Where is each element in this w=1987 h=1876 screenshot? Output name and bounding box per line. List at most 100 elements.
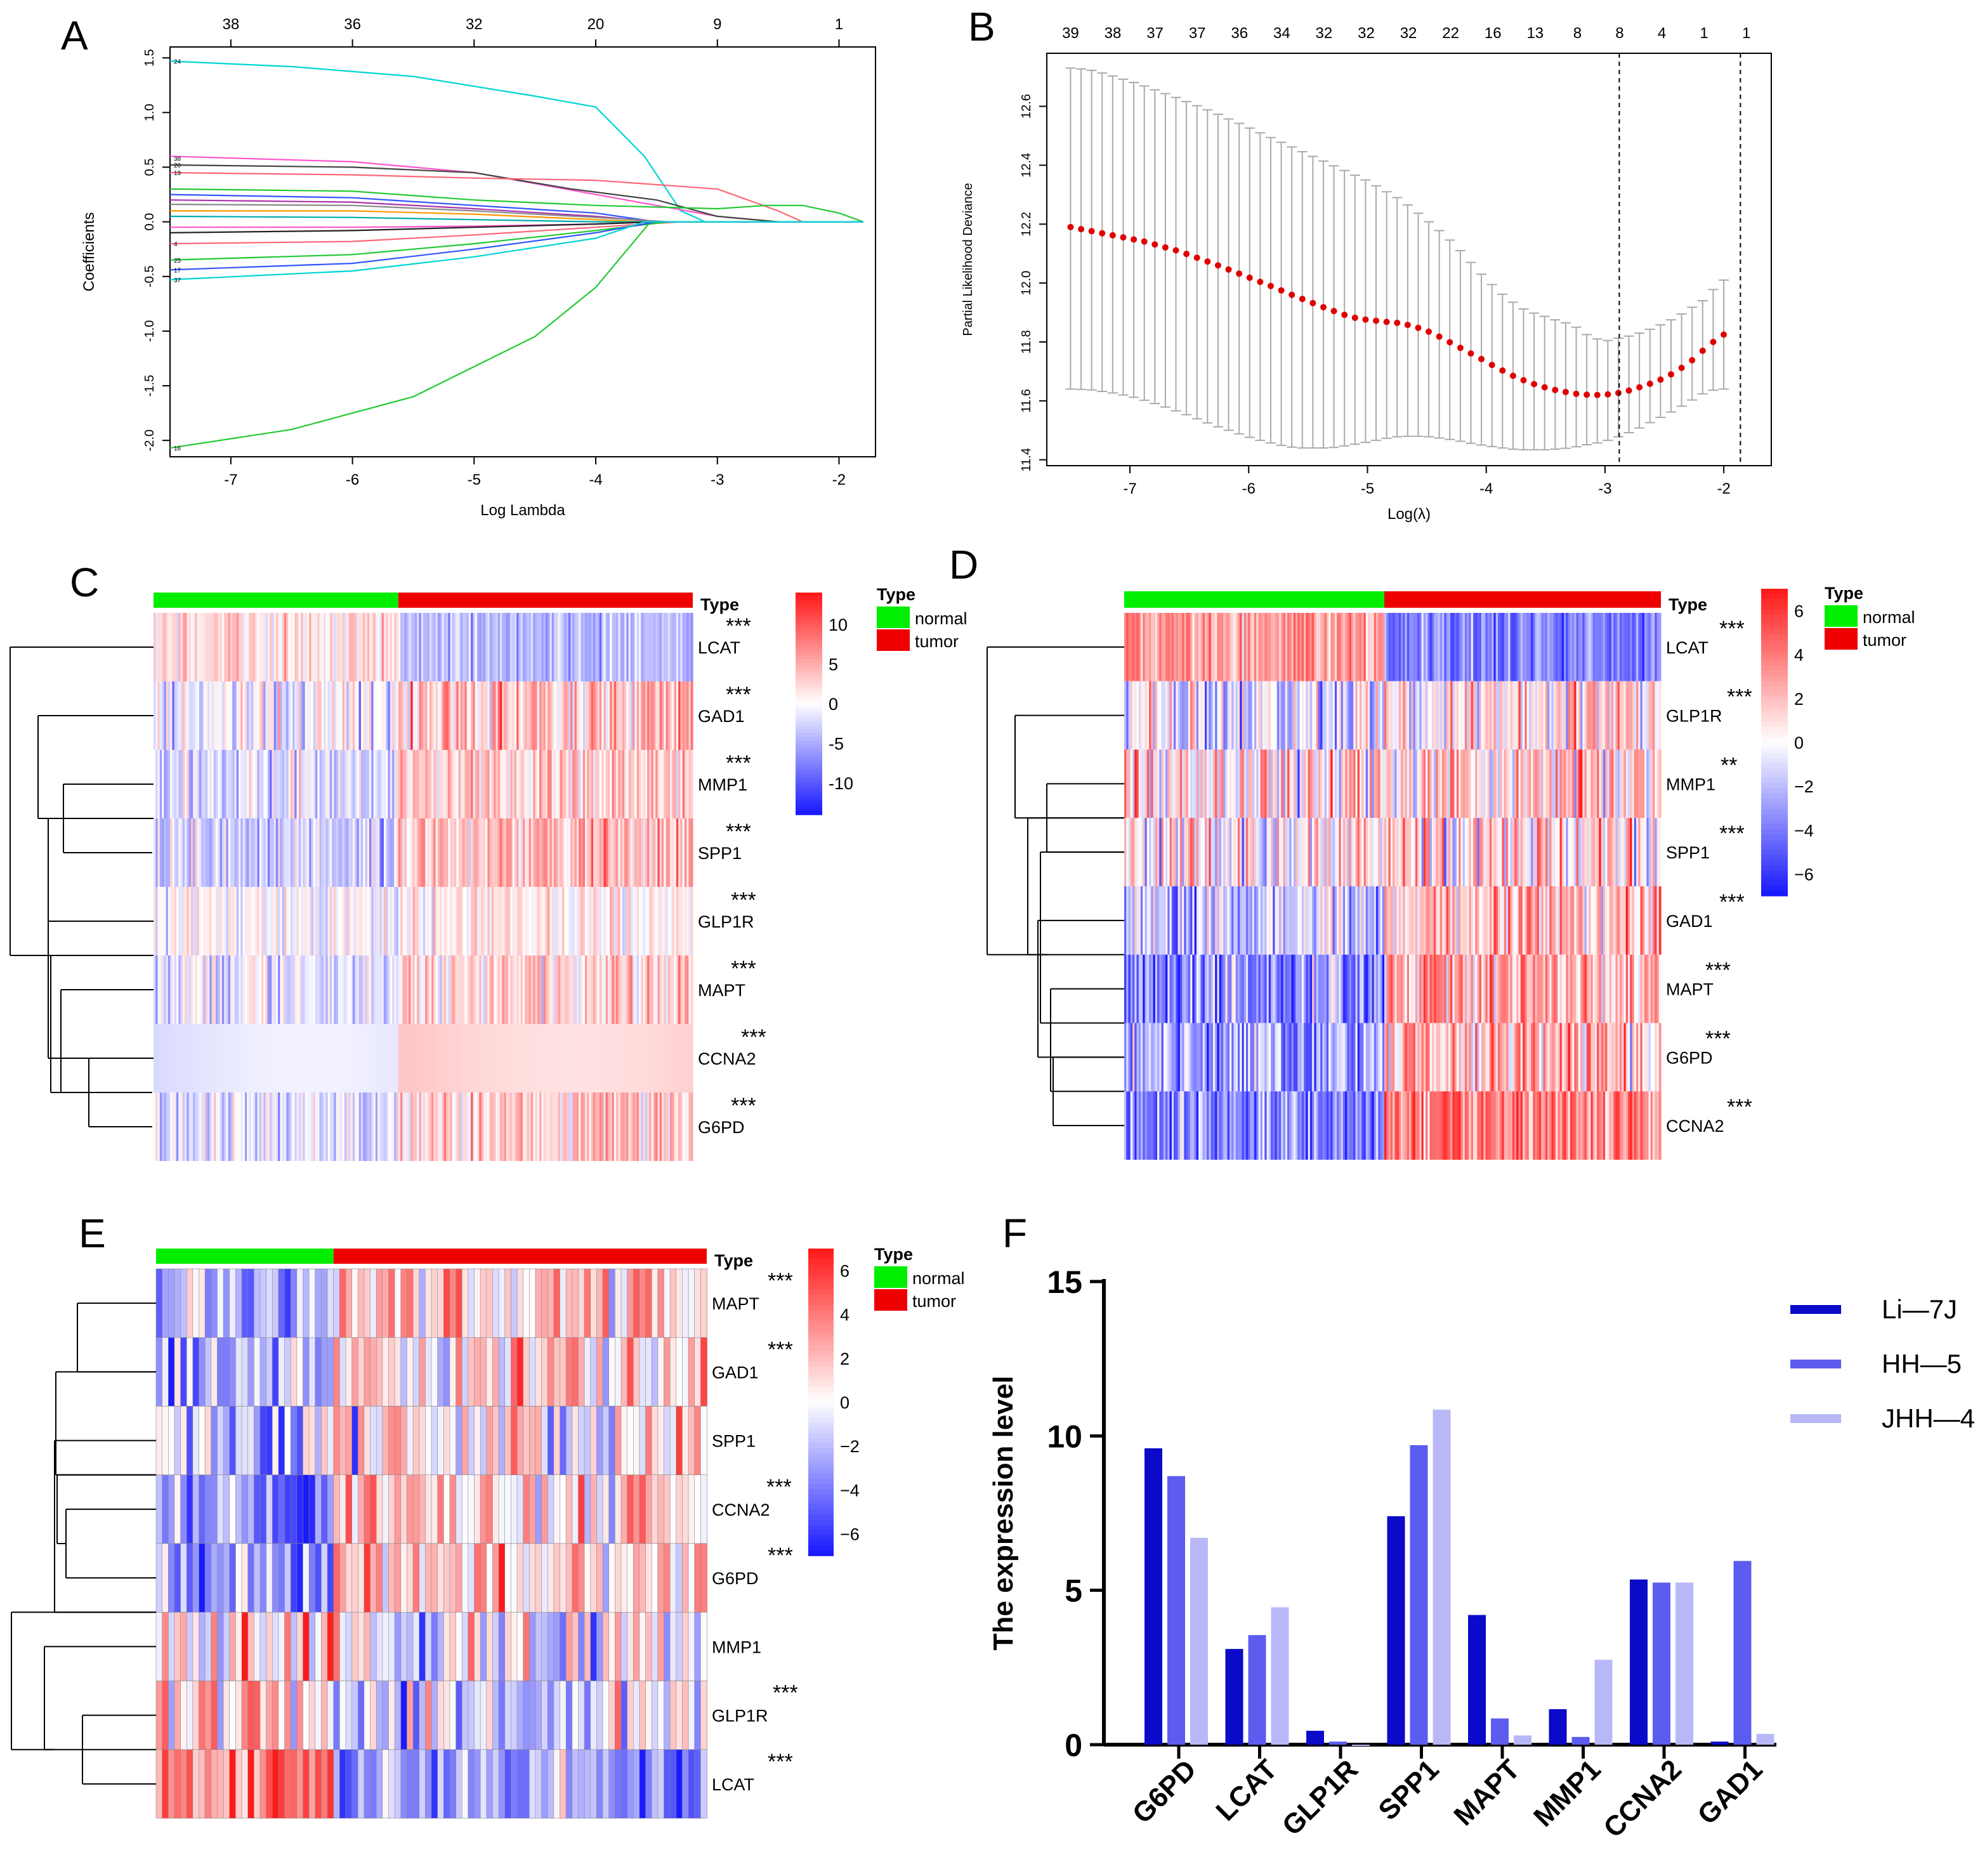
heatmap-cell — [185, 818, 187, 887]
color-scale-step — [796, 714, 822, 719]
heatmap-cell — [686, 955, 690, 1024]
heatmap-cell — [292, 955, 295, 1024]
heatmap-cell — [192, 1406, 200, 1476]
heatmap-cell — [1281, 1091, 1284, 1160]
heatmap-cell — [1401, 681, 1403, 750]
heatmap-cell — [155, 818, 159, 887]
heatmap-cell — [522, 613, 525, 681]
heatmap-cell — [325, 955, 329, 1024]
heatmap-cell — [1401, 1091, 1403, 1160]
heatmap-cell — [1489, 954, 1492, 1023]
heatmap-cell — [1233, 818, 1236, 886]
heatmap-cell — [1163, 613, 1166, 681]
heatmap-cell — [1597, 1023, 1599, 1092]
heatmap-cell — [346, 613, 349, 681]
heatmap-cell — [504, 1268, 512, 1338]
heatmap-cell — [1539, 886, 1542, 955]
heatmap-cell — [263, 1024, 266, 1092]
heatmap-cell — [1615, 681, 1618, 750]
color-scale-step — [796, 596, 822, 601]
heatmap-cell — [306, 613, 310, 681]
heatmap-cell — [485, 1092, 488, 1161]
heatmap-cell — [267, 750, 270, 818]
heatmap-cell — [400, 1024, 403, 1092]
heatmap-cell — [1434, 749, 1436, 818]
heatmap-cell — [252, 681, 256, 750]
heatmap-cell — [1209, 613, 1212, 681]
heatmap-cell — [672, 750, 675, 818]
heatmap-cell — [288, 681, 291, 750]
heatmap-cell — [1287, 613, 1290, 681]
heatmap-cell — [579, 818, 582, 887]
heatmap-cell — [516, 1337, 524, 1407]
heatmap-cell — [1367, 954, 1370, 1023]
heatmap-cell — [582, 818, 586, 887]
heatmap-cell — [381, 1092, 384, 1161]
heatmap-cell — [1159, 954, 1162, 1023]
heatmap-cell — [634, 613, 638, 681]
heatmap-cell — [321, 818, 324, 887]
heatmap-cell — [1556, 886, 1558, 955]
panel-label-f: F — [1002, 1210, 1027, 1256]
heatmap-cell — [620, 955, 623, 1024]
heatmap-cell — [643, 955, 646, 1024]
heatmap-cell — [1625, 954, 1629, 1023]
heatmap-cell — [1132, 681, 1135, 750]
heatmap-cell — [404, 818, 407, 887]
color-scale-step — [796, 622, 822, 627]
heatmap-cell — [655, 887, 659, 955]
heatmap-cell — [440, 818, 443, 887]
heatmap-cell — [456, 1406, 463, 1476]
heatmap-cell — [591, 955, 594, 1024]
heatmap-cell — [1174, 613, 1176, 681]
heatmap-cell — [670, 613, 672, 681]
heatmap-cell — [485, 750, 488, 818]
heatmap-cell — [1415, 613, 1418, 681]
heatmap-cell — [315, 1337, 322, 1407]
top-tick-label: 36 — [1231, 25, 1248, 42]
heatmap-cell — [593, 818, 596, 887]
heatmap-cell — [1215, 818, 1218, 886]
heatmap-cell — [1136, 613, 1139, 681]
heatmap-cell — [431, 1337, 438, 1407]
heatmap-cell — [659, 818, 662, 887]
heatmap-row-G6PD — [1124, 1023, 1662, 1092]
heatmap-cell — [486, 1268, 494, 1338]
heatmap-cell — [1341, 749, 1344, 818]
heatmap-cell — [1401, 886, 1403, 955]
heatmap-cell — [1291, 749, 1294, 818]
heatmap-cell — [1589, 613, 1591, 681]
heatmap-cell — [400, 1092, 403, 1161]
heatmap-cell — [423, 887, 426, 955]
heatmap-cell — [1370, 1023, 1373, 1092]
heatmap-cell — [1375, 954, 1379, 1023]
heatmap-cell — [1320, 818, 1323, 886]
heatmap-cell — [298, 955, 301, 1024]
heatmap-cell — [1353, 886, 1356, 955]
heatmap-cell — [315, 1092, 318, 1161]
heatmap-cell — [377, 887, 380, 955]
heatmap-cell — [1634, 1023, 1637, 1092]
heatmap-cell — [1184, 681, 1187, 750]
heatmap-cell — [435, 1092, 438, 1161]
heatmap-cell — [1176, 818, 1179, 886]
heatmap-cell — [1276, 818, 1280, 886]
heatmap-cell — [1559, 1091, 1563, 1160]
heatmap-cell — [251, 887, 254, 955]
heatmap-cell — [435, 613, 438, 681]
heatmap-cell — [560, 750, 563, 818]
heatmap-cell — [396, 613, 399, 681]
heatmap-cell — [1194, 749, 1197, 818]
heatmap-cell — [1568, 1091, 1571, 1160]
heatmap-cell — [1386, 818, 1389, 886]
heatmap-cell — [539, 818, 542, 887]
heatmap-cell — [383, 681, 386, 750]
heatmap-cell — [1619, 954, 1622, 1023]
heatmap-cell — [1539, 954, 1542, 1023]
heatmap-cell — [1365, 818, 1368, 886]
heatmap-cell — [1495, 1023, 1498, 1092]
heatmap-cell — [435, 750, 438, 818]
heatmap-cell — [1271, 613, 1273, 681]
heatmap-cell — [1342, 886, 1346, 955]
heatmap-cell — [1355, 818, 1358, 886]
